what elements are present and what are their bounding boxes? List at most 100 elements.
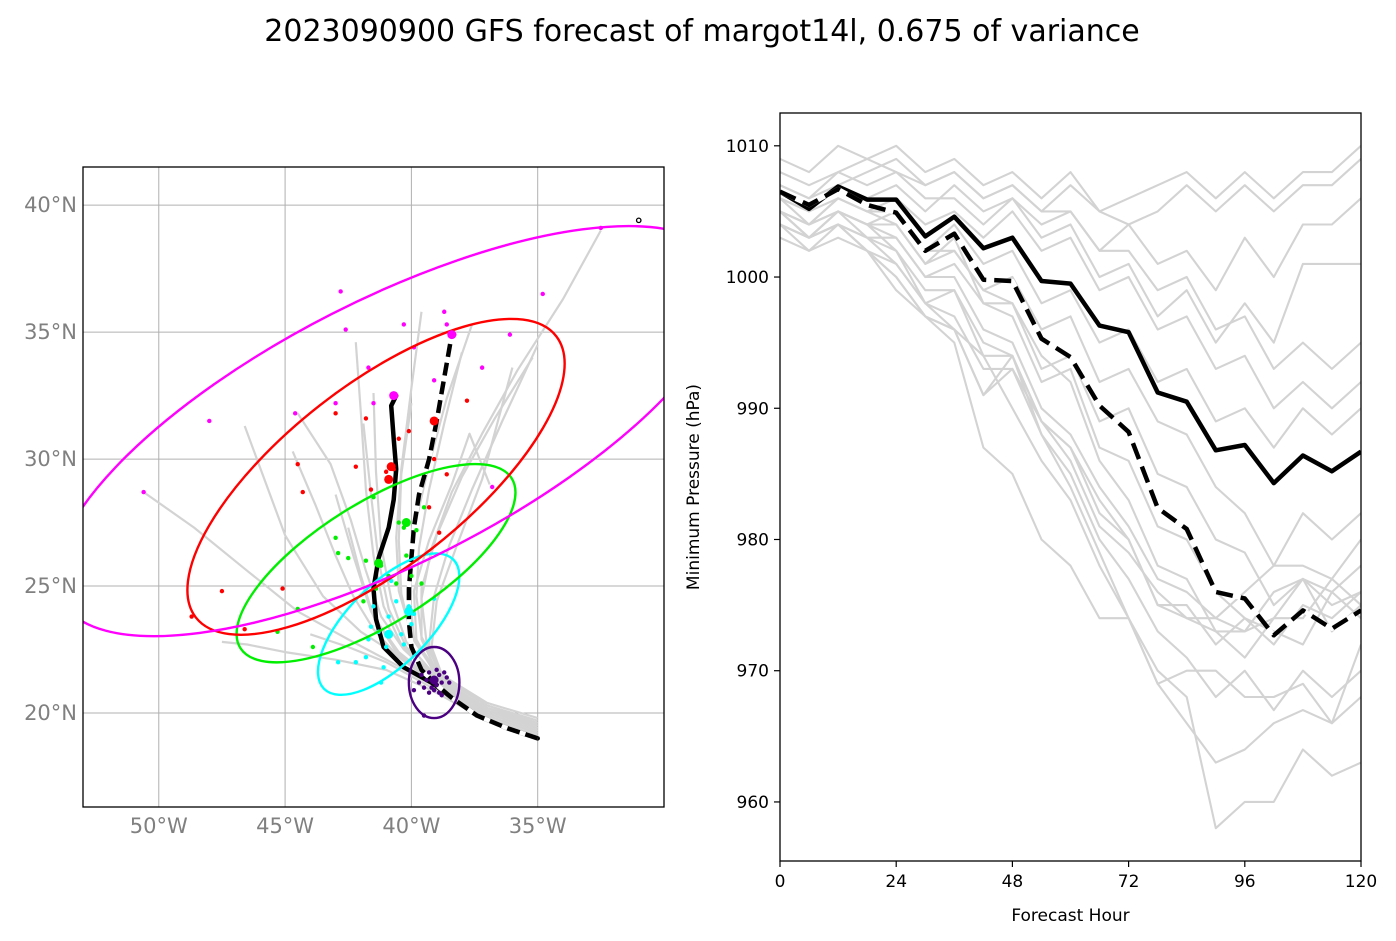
main-pressure-lines [780, 184, 1361, 638]
forecast-point-h0 [411, 687, 417, 693]
pressure-panel: 0 24 48 72 96 120 960 970 980 990 1000 1010 Foreca… [684, 112, 1377, 926]
map-x-tick-label: 35°W [509, 814, 567, 838]
forecast-point-h72 [363, 416, 369, 421]
forecast-point-h72 [189, 614, 194, 619]
ensemble-pressure-line [780, 144, 1361, 213]
forecast-point-h0 [416, 680, 422, 685]
map-x-tick-label: 40°W [382, 814, 440, 838]
map-x-tick-label: 45°W [256, 814, 314, 838]
uncertainty-ellipse-h96 [83, 224, 664, 638]
forecast-point-h48 [419, 581, 424, 586]
track-map-panel: 50°W 45°W 40°W 35°W 40°N 35°N 30°N 25°N 20°N [24, 166, 665, 838]
ensemble-track-line [354, 342, 539, 727]
pressure-x-ticks: 0 24 48 72 96 120 [775, 861, 1377, 892]
forecast-point-h72 [242, 627, 247, 632]
forecast-point-h96 [141, 489, 146, 495]
forecast-point-h72 [300, 489, 305, 495]
ensemble-pressure-line [780, 144, 1361, 226]
highlight-marker-h96 [389, 391, 399, 401]
forecast-point-h48 [409, 573, 414, 579]
ensemble-track-line [430, 367, 539, 737]
forecast-point-h0 [436, 672, 442, 678]
forecast-point-h24 [363, 654, 369, 660]
forecast-point-h48 [346, 555, 351, 561]
forecast-point-h24 [394, 599, 399, 604]
forecast-point-h72 [426, 505, 432, 510]
map-y-tick-label: 20°N [24, 701, 77, 725]
highlight-marker-h24 [384, 629, 394, 639]
forecast-point-h24 [383, 644, 389, 650]
forecast-point-h96 [479, 365, 485, 370]
forecast-point-h24 [386, 614, 391, 619]
pressure-y-axis-label: Minimum Pressure (hPa) [684, 384, 704, 590]
forecast-point-h0 [424, 677, 429, 683]
forecast-point-h96 [431, 378, 437, 383]
ensemble-pressure-line [780, 210, 1361, 633]
ensemble-pressure-lines [780, 144, 1361, 830]
map-y-tick-label: 35°N [24, 320, 77, 344]
figure-title: 2023090900 GFS forecast of margot14l, 0.… [264, 14, 1139, 49]
forecast-point-h0 [426, 670, 432, 675]
control-pressure-line [780, 186, 1361, 638]
x-tick-label: 120 [1345, 872, 1377, 892]
map-x-tick-labels: 50°W 45°W 40°W 35°W [130, 814, 567, 838]
highlight-marker-h72 [386, 462, 396, 472]
forecast-point-h96 [371, 400, 376, 406]
forecast-point-h24 [371, 604, 376, 609]
forecast-point-h72 [464, 398, 470, 403]
forecast-point-h72 [406, 428, 412, 434]
map-y-tick-label: 25°N [24, 574, 77, 598]
forecast-point-h48 [394, 581, 399, 586]
forecast-point-h96 [540, 291, 545, 297]
forecast-point-h72 [333, 411, 338, 416]
map-y-tick-labels: 40°N 35°N 30°N 25°N 20°N [24, 193, 77, 725]
y-tick-label: 1010 [726, 137, 769, 157]
map-background [83, 167, 664, 807]
forecast-point-h24 [399, 632, 404, 637]
map-x-tick-label: 50°W [130, 814, 188, 838]
forecast-point-h0 [447, 680, 452, 685]
forecast-point-h0 [439, 680, 444, 685]
forecast-position-points [141, 225, 604, 718]
highlight-marker-h72 [384, 474, 394, 484]
forecast-point-h48 [333, 535, 338, 540]
y-tick-label: 970 [737, 662, 769, 682]
highlight-marker-h72 [429, 416, 439, 426]
ensemble-pressure-line [780, 223, 1361, 764]
forecast-point-h24 [381, 665, 386, 670]
pressure-plot-area [780, 144, 1361, 830]
forecast-point-h96 [333, 400, 338, 406]
control-track-dashed [406, 334, 539, 741]
forecast-point-h72 [280, 586, 285, 591]
forecast-point-h0 [434, 667, 439, 673]
forecast-point-h72 [396, 436, 401, 441]
map-plot-area [83, 217, 664, 741]
forecast-point-h72 [295, 461, 300, 467]
forecast-point-h72 [353, 464, 359, 469]
forecast-point-h24 [368, 624, 374, 629]
forecast-point-h96 [292, 411, 298, 416]
highlight-marker-h48 [401, 518, 411, 528]
forecast-point-h0 [444, 675, 449, 680]
forecast-point-h48 [310, 644, 316, 650]
forecast-point-h72 [368, 487, 374, 492]
y-tick-label: 960 [737, 793, 769, 813]
ensemble-track-line [415, 352, 539, 720]
forecast-point-h24 [353, 660, 359, 665]
x-tick-label: 72 [1118, 872, 1140, 892]
uncertainty-ellipse-h72 [186, 317, 566, 636]
ensemble-pressure-line [780, 184, 1361, 370]
ensemble-pressure-line [780, 171, 1361, 344]
map-y-tick-label: 30°N [24, 447, 77, 471]
outlier-marker [635, 217, 642, 224]
forecast-point-h48 [421, 505, 427, 510]
forecast-point-h0 [439, 693, 444, 698]
ensemble-pressure-line [780, 210, 1361, 449]
y-tick-label: 1000 [726, 268, 769, 288]
forecast-point-h72 [431, 456, 437, 462]
ensemble-pressure-line [780, 210, 1361, 620]
uncertainty-ellipse-h0 [407, 645, 461, 720]
forecast-point-h24 [335, 660, 341, 665]
forecast-point-h24 [409, 621, 414, 627]
